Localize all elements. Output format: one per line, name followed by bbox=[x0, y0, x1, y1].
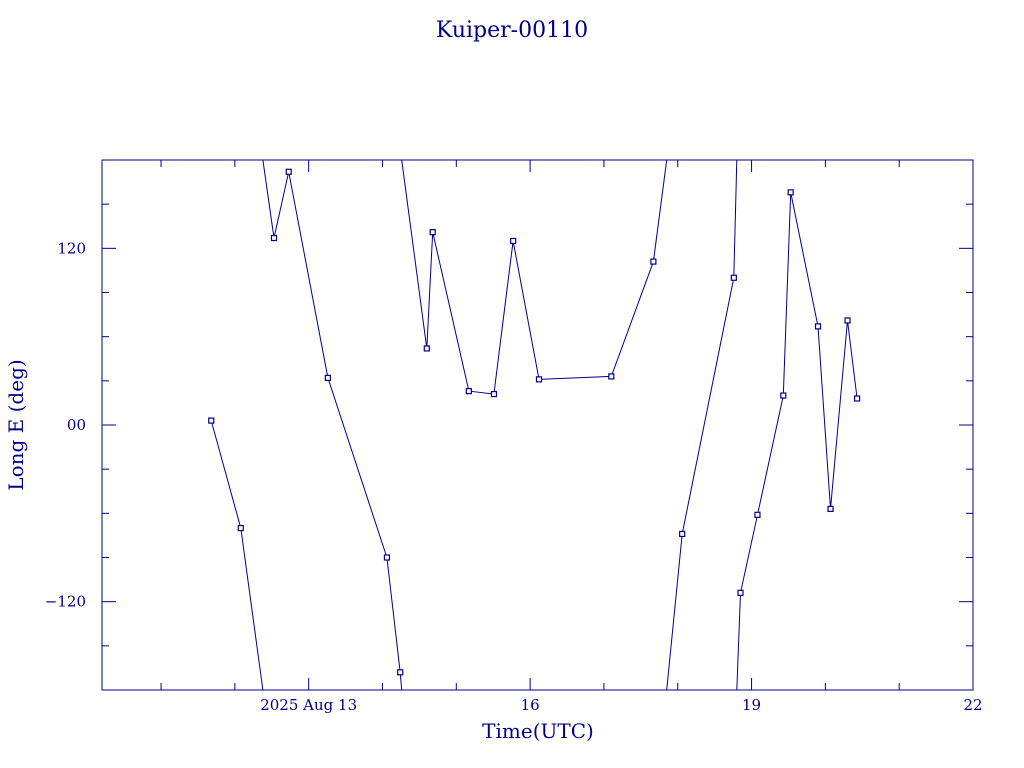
axis-ticks bbox=[102, 160, 974, 690]
data-point bbox=[679, 530, 686, 538]
plot-area bbox=[208, 160, 861, 690]
data-point bbox=[208, 417, 215, 424]
series-line-3 bbox=[401, 160, 668, 395]
series-line-4 bbox=[666, 160, 738, 690]
plot-frame bbox=[101, 159, 974, 691]
y-axis-label: Long E (deg) bbox=[4, 359, 28, 490]
tick-labels: 2025 Aug 13 16 19 22 120 00 −120 bbox=[45, 239, 983, 714]
data-point bbox=[780, 392, 787, 399]
data-point bbox=[814, 323, 822, 330]
data-point bbox=[465, 388, 472, 395]
data-point bbox=[650, 258, 657, 265]
data-point bbox=[854, 395, 861, 402]
data-point bbox=[535, 376, 543, 383]
y-tick-label: 120 bbox=[57, 239, 86, 257]
data-point bbox=[608, 373, 615, 380]
x-tick-label: 19 bbox=[742, 696, 761, 714]
data-point bbox=[285, 168, 292, 175]
x-axis-label: Time(UTC) bbox=[482, 719, 594, 743]
y-tick-label: −120 bbox=[45, 593, 86, 611]
data-point bbox=[737, 589, 744, 596]
series-line-5 bbox=[736, 192, 858, 690]
data-point bbox=[270, 234, 278, 242]
chart-title: Kuiper-00110 bbox=[436, 18, 588, 43]
x-tick-label: 22 bbox=[963, 696, 982, 714]
data-point bbox=[730, 274, 737, 281]
data-point bbox=[490, 390, 498, 398]
data-point bbox=[324, 374, 331, 381]
y-tick-label: 00 bbox=[67, 416, 86, 434]
data-point bbox=[237, 524, 244, 532]
data-point bbox=[429, 229, 436, 236]
data-point bbox=[844, 317, 851, 324]
data-point bbox=[827, 505, 834, 513]
x-tick-label: 2025 Aug 13 bbox=[260, 696, 357, 714]
data-point bbox=[397, 669, 404, 676]
data-point bbox=[787, 189, 794, 196]
series-line-2 bbox=[262, 160, 403, 690]
data-point bbox=[383, 554, 391, 561]
series-line-1 bbox=[210, 420, 264, 690]
data-point bbox=[423, 345, 430, 352]
data-point bbox=[510, 237, 517, 245]
x-tick-label: 16 bbox=[521, 696, 540, 714]
data-point bbox=[754, 511, 761, 518]
